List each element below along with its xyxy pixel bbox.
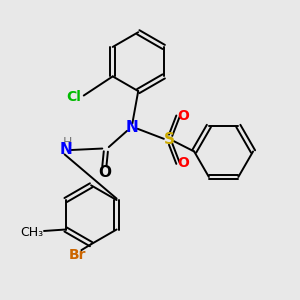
- Text: Cl: Cl: [66, 90, 81, 104]
- Text: H: H: [63, 136, 72, 149]
- Text: CH₃: CH₃: [21, 226, 44, 239]
- Text: O: O: [177, 109, 189, 123]
- Text: N: N: [60, 142, 73, 158]
- Text: N: N: [126, 120, 139, 135]
- Text: S: S: [164, 132, 175, 147]
- Text: Br: Br: [69, 248, 87, 262]
- Text: O: O: [98, 165, 111, 180]
- Text: O: O: [177, 156, 189, 170]
